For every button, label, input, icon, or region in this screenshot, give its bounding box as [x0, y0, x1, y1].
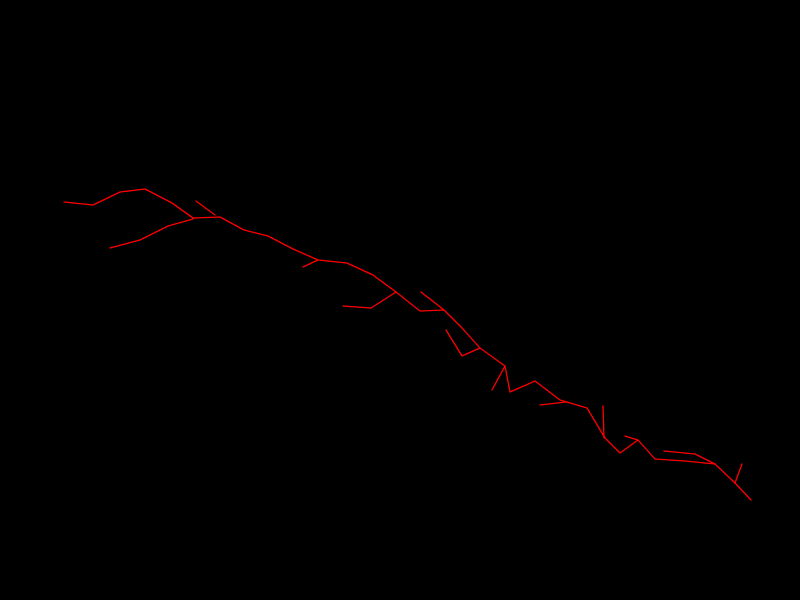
crack-branch-trace [663, 450, 716, 465]
crack-branch-trace [491, 365, 506, 391]
crack-branch-trace [302, 259, 319, 268]
crack-branch-trace [734, 463, 743, 484]
crack-branch-trace [445, 329, 481, 357]
crack-branch-trace [420, 291, 445, 311]
crack-branch-trace [602, 405, 605, 439]
crack-trace-group [63, 188, 752, 501]
crack-branch-trace [539, 401, 567, 406]
crack-branch-trace [171, 202, 194, 219]
crack-main-trace [63, 188, 752, 501]
crack-branch-trace [195, 200, 216, 216]
crack-branch-trace [109, 218, 194, 249]
crack-branch-trace [624, 435, 639, 441]
crack-branch-trace [342, 291, 397, 309]
